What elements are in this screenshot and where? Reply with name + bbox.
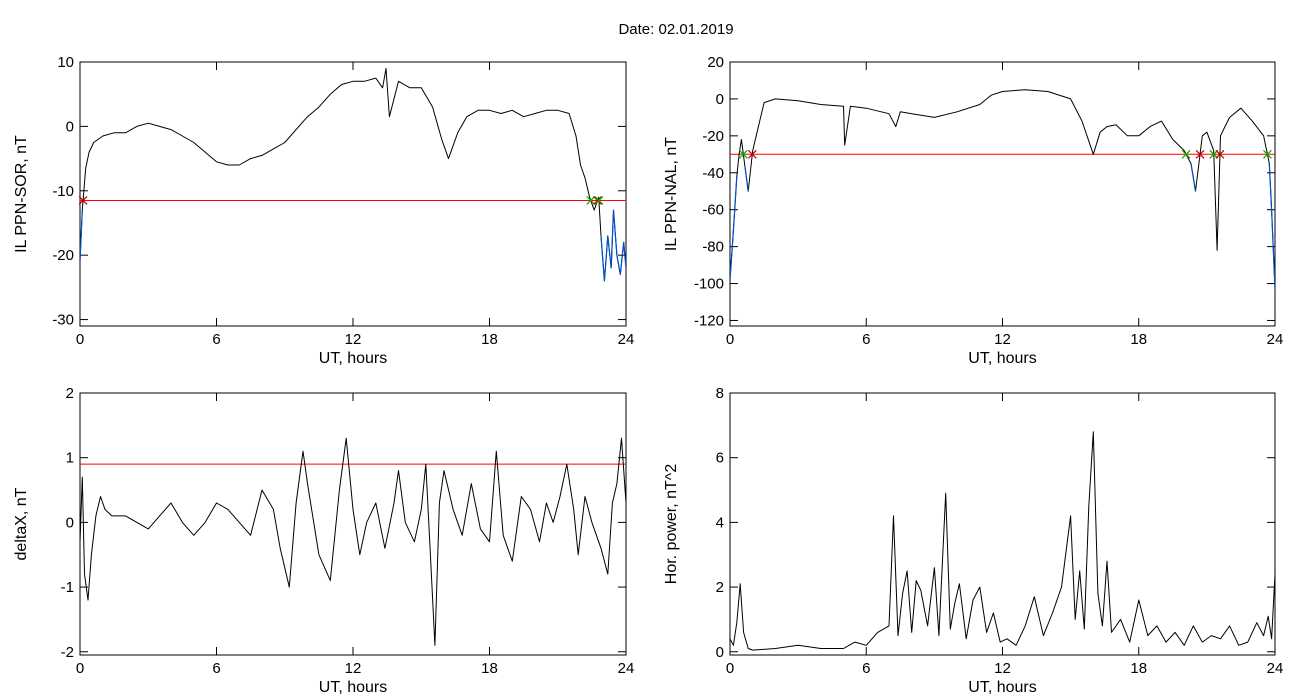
y-tick-label: -100	[694, 276, 724, 293]
chart-panel-il-ppn-sor: 0 6 12 18 24 -30 -20 -10 0 10 UT, hours IL PPN-SOR,…	[13, 54, 634, 367]
crossing-marker	[738, 149, 748, 159]
y-tick-label: 2	[716, 579, 724, 596]
x-tick-label: 6	[862, 331, 870, 348]
y-tick-label: 0	[66, 118, 74, 135]
below-threshold-segment	[1190, 163, 1197, 192]
y-tick-label: -10	[52, 183, 74, 200]
y-tick-label: -20	[702, 128, 724, 145]
x-tick-label: 12	[994, 660, 1011, 677]
crossing-marker	[747, 149, 757, 159]
crossing-marker	[1195, 149, 1205, 159]
x-tick-label: 12	[345, 660, 362, 677]
below-threshold-segment	[80, 210, 83, 262]
x-tick-label: 24	[618, 331, 635, 348]
y-tick-label: -20	[52, 247, 74, 264]
y-tick-label: 10	[57, 54, 74, 71]
crossing-marker	[1263, 149, 1272, 159]
y-tick-label: -1	[61, 579, 74, 596]
x-tick-label: 24	[618, 660, 635, 677]
y-tick-label: 4	[716, 514, 724, 531]
crossing-marker	[1181, 149, 1191, 159]
x-tick-label: 0	[76, 660, 84, 677]
x-tick-label: 24	[1267, 660, 1284, 677]
x-tick-label: 12	[345, 331, 362, 348]
x-tick-label: 6	[212, 660, 220, 677]
y-tick-label: -60	[702, 202, 724, 219]
y-axis-label: deltaX, nT	[13, 487, 30, 560]
crossing-marker	[78, 196, 88, 205]
y-tick-label: -120	[694, 312, 724, 329]
y-axis-label: IL PPN-SOR, nT	[13, 135, 30, 253]
series-line	[730, 431, 1275, 651]
plot-frame	[79, 61, 627, 327]
y-tick-label: -30	[52, 312, 74, 329]
x-tick-label: 12	[994, 331, 1011, 348]
x-tick-label: 18	[481, 660, 498, 677]
below-threshold-segment	[1268, 163, 1275, 290]
crossing-marker	[594, 196, 604, 205]
figure-title: Date: 02.01.2019	[618, 21, 733, 38]
x-tick-label: 18	[1130, 660, 1147, 677]
x-axis-label: UT, hours	[319, 350, 387, 367]
plot-frame	[79, 392, 627, 656]
x-tick-label: 6	[212, 331, 220, 348]
y-tick-label: 0	[66, 514, 74, 531]
x-axis-label: UT, hours	[319, 679, 387, 696]
y-axis-label: IL PPN-NAL, nT	[663, 137, 680, 251]
below-threshold-segment	[744, 165, 749, 192]
y-tick-label: -2	[61, 644, 74, 661]
x-tick-label: 6	[862, 660, 870, 677]
below-threshold-segment	[730, 176, 738, 280]
y-tick-label: -40	[702, 165, 724, 182]
x-tick-label: 0	[726, 660, 734, 677]
below-threshold-segment	[600, 210, 626, 281]
x-tick-label: 0	[76, 331, 84, 348]
y-tick-label: 2	[66, 385, 74, 402]
x-axis-label: UT, hours	[968, 350, 1036, 367]
crossing-marker	[1215, 149, 1225, 159]
plot-frame	[729, 392, 1276, 656]
x-tick-label: 18	[481, 331, 498, 348]
y-tick-label: -80	[702, 239, 724, 256]
y-tick-label: 0	[716, 644, 724, 661]
series-line	[80, 437, 626, 646]
chart-panel-il-ppn-nal: 0 6 12 18 24 -120 -100 -80 -60 -40 -20 0 20 UT, hours…	[663, 54, 1283, 367]
crossing-marker	[593, 196, 602, 205]
y-tick-label: 0	[716, 91, 724, 108]
x-tick-label: 18	[1130, 331, 1147, 348]
crossing-marker	[586, 196, 596, 205]
x-axis-label: UT, hours	[968, 679, 1036, 696]
y-tick-label: 1	[66, 450, 74, 467]
x-tick-label: 24	[1267, 331, 1284, 348]
series-line	[730, 89, 1275, 290]
y-tick-label: 20	[707, 54, 724, 71]
plot-frame	[729, 61, 1276, 327]
series-line	[80, 67, 626, 282]
y-axis-label: Hor. power, nT^2	[663, 464, 680, 585]
y-tick-label: 8	[716, 385, 724, 402]
y-tick-label: 6	[716, 450, 724, 467]
x-tick-label: 0	[726, 331, 734, 348]
